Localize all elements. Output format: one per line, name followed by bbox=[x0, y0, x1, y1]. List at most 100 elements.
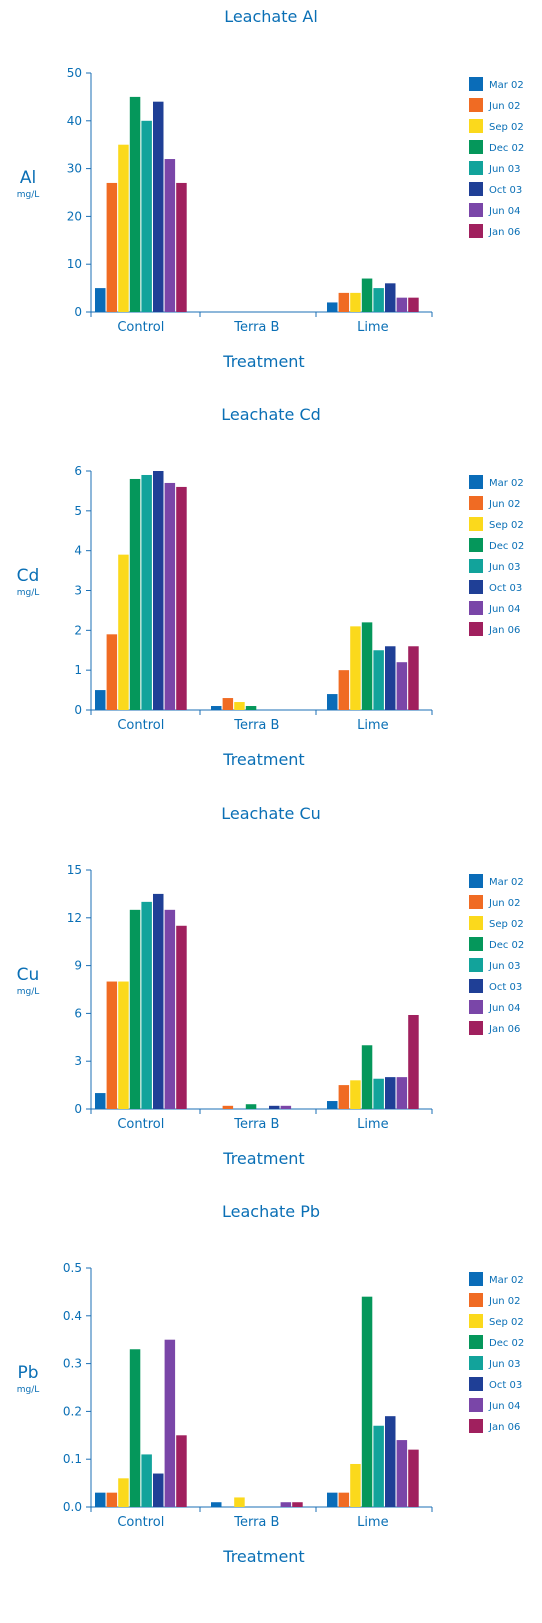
bar-jun-02-terra-b bbox=[222, 1105, 234, 1109]
bar-jun-04-control bbox=[164, 159, 176, 312]
bar-mar-02-lime bbox=[327, 1101, 338, 1109]
bar-jun-02-lime bbox=[338, 1085, 350, 1109]
x-category-label: Lime bbox=[357, 1515, 389, 1530]
bar-jun-02-control bbox=[106, 634, 118, 710]
y-tick-label: 0.1 bbox=[63, 1452, 82, 1466]
y-tick-label: 4 bbox=[74, 544, 82, 558]
bar-jun-02-control bbox=[106, 182, 118, 312]
chart-svg: Leachate Pb Pb mg/L 0.0 0.1 0.2 0.3 0.4 0.5 Contr… bbox=[17, 1202, 525, 1566]
bar-dec-02-lime bbox=[361, 278, 373, 312]
legend-swatch bbox=[469, 1398, 483, 1412]
bar-jun-04-control bbox=[164, 482, 176, 710]
bar-oct-03-lime bbox=[385, 283, 396, 312]
legend-label: Jun 03 bbox=[488, 562, 521, 573]
y-axis-label: Cu bbox=[17, 965, 40, 985]
legend-swatch bbox=[469, 1314, 483, 1328]
legend-swatch bbox=[469, 140, 483, 154]
bar-jan-06-control bbox=[176, 182, 187, 312]
legend-label: Jun 04 bbox=[488, 1401, 521, 1412]
bar-jun-02-lime bbox=[338, 670, 350, 710]
chart-title: Leachate Cd bbox=[221, 405, 321, 424]
bar-sep-02-lime bbox=[350, 1080, 361, 1109]
legend-label: Jun 03 bbox=[488, 1359, 521, 1370]
y-tick-label: 40 bbox=[67, 114, 82, 128]
bar-jun-04-lime bbox=[396, 1440, 408, 1507]
bar-oct-03-lime bbox=[385, 646, 396, 710]
bar-jun-03-control bbox=[141, 474, 152, 710]
x-category-label: Terra B bbox=[233, 1117, 279, 1132]
legend-label: Jun 02 bbox=[488, 101, 521, 112]
y-tick-label: 1 bbox=[74, 663, 82, 677]
legend-swatch bbox=[469, 916, 483, 930]
bar-dec-02-terra-b bbox=[245, 706, 257, 710]
x-category-label: Terra B bbox=[233, 320, 279, 335]
y-tick-label: 0.5 bbox=[63, 1261, 82, 1275]
chart-title: Leachate Pb bbox=[222, 1202, 320, 1221]
bar-jun-03-control bbox=[141, 901, 152, 1109]
bar-mar-02-lime bbox=[327, 694, 338, 710]
bar-jun-03-control bbox=[141, 120, 152, 312]
legend-label: Jun 02 bbox=[488, 898, 521, 909]
legend-label: Jun 03 bbox=[488, 961, 521, 972]
legend-swatch bbox=[469, 1021, 483, 1035]
legend-swatch bbox=[469, 874, 483, 888]
y-tick-label: 0.3 bbox=[63, 1357, 82, 1371]
bar-jan-06-lime bbox=[408, 1014, 419, 1109]
bar-sep-02-terra-b bbox=[234, 1497, 245, 1507]
bar-oct-03-lime bbox=[385, 1416, 396, 1507]
y-tick-label: 50 bbox=[67, 66, 82, 80]
bar-mar-02-lime bbox=[327, 1492, 338, 1507]
bar-mar-02-lime bbox=[327, 302, 338, 312]
bar-jun-03-control bbox=[141, 1454, 152, 1507]
x-category-label: Control bbox=[117, 1515, 164, 1530]
y-axis-label: Cd bbox=[17, 566, 40, 586]
y-tick-label: 9 bbox=[74, 959, 82, 973]
legend-swatch bbox=[469, 496, 483, 510]
bar-dec-02-terra-b bbox=[245, 1104, 257, 1109]
bar-dec-02-lime bbox=[361, 622, 373, 710]
bar-jun-04-terra-b bbox=[280, 1502, 292, 1507]
legend-label: Dec 02 bbox=[489, 940, 524, 951]
chart-svg: Leachate Al Al mg/L 0 10 20 30 40 50 Control Terra… bbox=[17, 7, 525, 371]
legend-label: Mar 02 bbox=[489, 877, 524, 888]
x-category-label: Terra B bbox=[233, 1515, 279, 1530]
y-tick-label: 0 bbox=[74, 703, 82, 717]
bar-mar-02-control bbox=[95, 1093, 106, 1109]
legend-label: Sep 02 bbox=[489, 122, 524, 133]
bar-oct-03-control bbox=[153, 471, 164, 710]
x-axis-label: Treatment bbox=[222, 750, 304, 769]
legend-label: Dec 02 bbox=[489, 1338, 524, 1349]
x-axis-label: Treatment bbox=[222, 1149, 304, 1168]
bar-jan-06-lime bbox=[408, 297, 419, 312]
legend-swatch bbox=[469, 1272, 483, 1286]
x-category-label: Lime bbox=[357, 718, 389, 733]
legend-label: Oct 03 bbox=[489, 583, 522, 594]
y-axis-label: Pb bbox=[17, 1363, 38, 1383]
legend-label: Jun 03 bbox=[488, 164, 521, 175]
bar-jan-06-lime bbox=[408, 1449, 419, 1507]
y-tick-label: 0 bbox=[74, 305, 82, 319]
legend-swatch bbox=[469, 1356, 483, 1370]
bar-dec-02-control bbox=[129, 478, 141, 710]
legend-swatch bbox=[469, 161, 483, 175]
bar-dec-02-lime bbox=[361, 1296, 373, 1507]
bar-mar-02-control bbox=[95, 690, 106, 710]
y-axis-unit: mg/L bbox=[17, 1385, 40, 1395]
y-tick-label: 0.0 bbox=[63, 1500, 82, 1514]
chart-title: Leachate Cu bbox=[221, 804, 321, 823]
bar-jun-04-terra-b bbox=[280, 1105, 292, 1109]
bar-jun-04-lime bbox=[396, 662, 408, 710]
bar-sep-02-control bbox=[118, 1478, 129, 1507]
legend-label: Dec 02 bbox=[489, 541, 524, 552]
y-tick-label: 0.2 bbox=[63, 1404, 82, 1418]
legend-label: Mar 02 bbox=[489, 80, 524, 91]
legend-swatch bbox=[469, 937, 483, 951]
bar-jun-02-control bbox=[106, 1492, 118, 1507]
legend-label: Oct 03 bbox=[489, 982, 522, 993]
legend-swatch bbox=[469, 580, 483, 594]
bar-oct-03-lime bbox=[385, 1077, 396, 1109]
x-category-label: Control bbox=[117, 718, 164, 733]
legend-swatch bbox=[469, 475, 483, 489]
legend-label: Oct 03 bbox=[489, 1380, 522, 1391]
bar-dec-02-lime bbox=[361, 1045, 373, 1109]
